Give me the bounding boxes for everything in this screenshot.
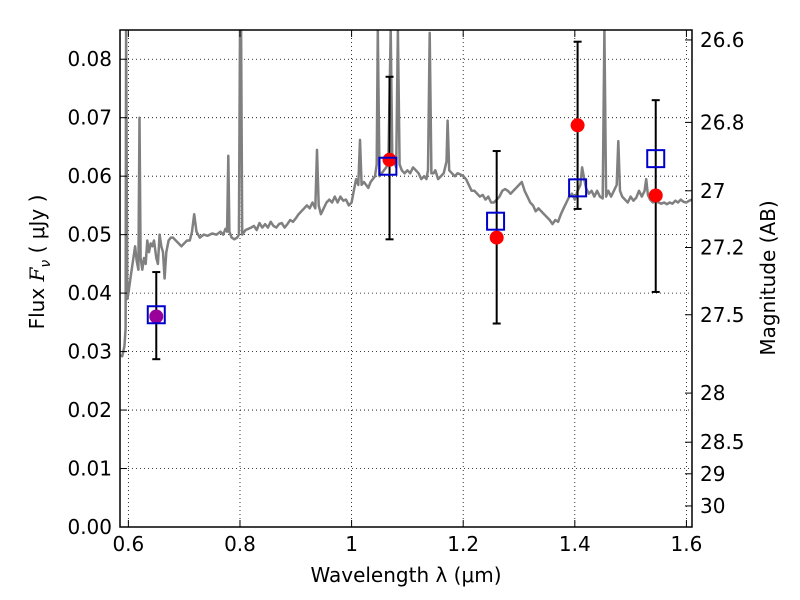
- observed-point: [149, 309, 164, 324]
- x-tick-label: 1.2: [447, 532, 479, 556]
- y-tick-label: 0.08: [67, 47, 112, 71]
- model-point: [146, 305, 166, 325]
- y-tick-label: 0.04: [67, 281, 112, 305]
- observed-series: [149, 118, 663, 324]
- model-series: [146, 149, 666, 325]
- x-tick-label: 0.6: [112, 532, 144, 556]
- y2-tick-label: 26.8: [700, 110, 745, 134]
- y-axis-label-suffix: ( μJy ): [25, 195, 49, 260]
- y2-axis-ticks: 26.6 26.8 27 27.2 27.5 28 28.5 29 30: [685, 28, 745, 518]
- y-axis-label-prefix: Flux: [25, 281, 49, 329]
- y-tick-label: 0.06: [67, 164, 112, 188]
- model-point: [378, 156, 398, 176]
- y2-tick-label: 27.2: [700, 236, 745, 260]
- x-tick-label: 1: [345, 532, 358, 556]
- y-tick-label: 0.05: [67, 223, 112, 247]
- observed-point: [489, 230, 504, 245]
- x-tick-label: 1.6: [671, 532, 703, 556]
- y2-tick-label: 26.6: [700, 28, 745, 52]
- y-tick-label: 0.07: [67, 106, 112, 130]
- model-point: [568, 178, 588, 198]
- y-axis-ticks: 0.00 0.01 0.02 0.03 0.04 0.05 0.06 0.07 0.08: [67, 47, 127, 539]
- y2-axis-label: Magnitude (AB): [756, 200, 780, 355]
- y2-tick-label: 27: [700, 179, 725, 203]
- x-tick-label: 0.8: [224, 532, 256, 556]
- model-point: [486, 211, 506, 231]
- model-point: [646, 149, 666, 169]
- observed-point: [648, 188, 663, 203]
- plot-frame: [119, 29, 693, 528]
- y2-tick-label: 28: [700, 381, 725, 405]
- y2-tick-label: 27.5: [700, 303, 745, 327]
- y-axis-label: Flux Fν ( μJy ): [25, 195, 54, 330]
- observed-point: [570, 118, 585, 133]
- y-tick-label: 0.03: [67, 340, 112, 364]
- y2-tick-label: 28.5: [700, 430, 745, 454]
- x-tick-label: 1.4: [559, 532, 591, 556]
- y2-tick-label: 29: [700, 462, 725, 486]
- plot-area: [120, 30, 692, 361]
- y-axis-label-var: F: [25, 266, 49, 282]
- y-tick-label: 0.01: [67, 457, 112, 481]
- y2-tick-label: 30: [700, 494, 725, 518]
- x-axis-ticks: 0.6 0.8 1 1.2 1.4 1.6: [112, 30, 702, 556]
- y-tick-label: 0.00: [67, 515, 112, 539]
- y-tick-label: 0.02: [67, 398, 112, 422]
- y-axis-label-sub: ν: [38, 260, 54, 268]
- observed-point: [382, 152, 397, 167]
- x-axis-label: Wavelength λ (μm): [310, 563, 501, 587]
